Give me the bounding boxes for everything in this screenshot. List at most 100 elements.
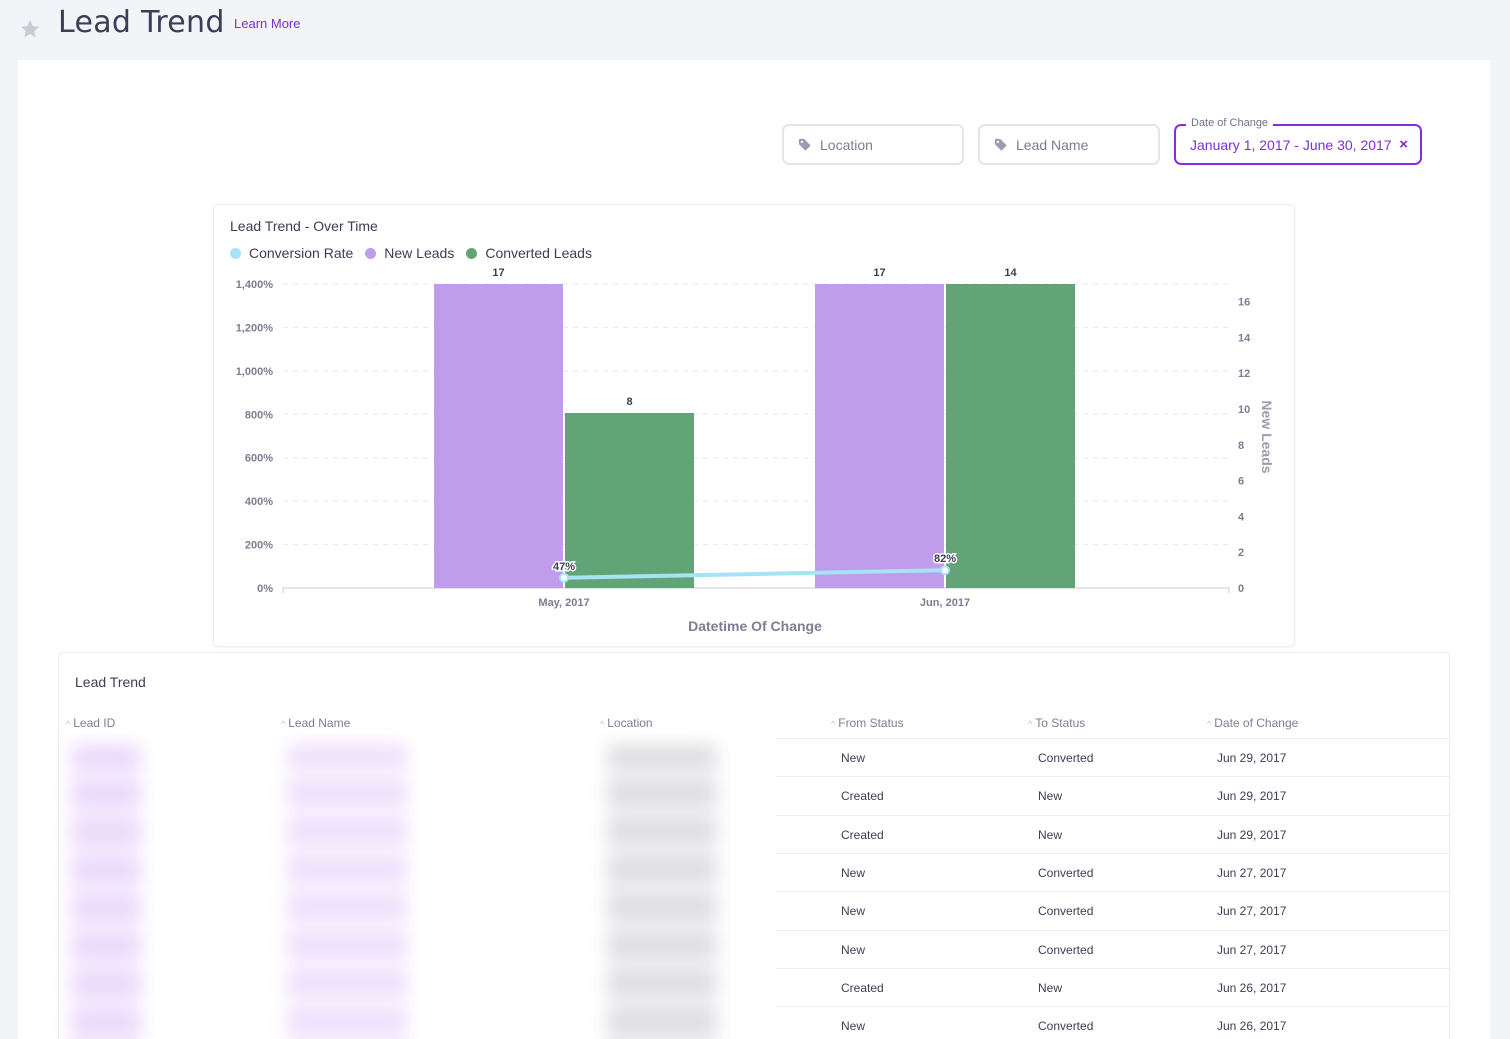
date-of-change-filter[interactable]: Date of Change January 1, 2017 - June 30… [1174,117,1422,165]
legend-item-converted-leads[interactable]: Converted Leads [466,245,592,261]
table-cell-from: New [841,1019,866,1034]
column-header-to-status[interactable]: ^ To Status [1028,716,1086,730]
redacted-location-column [607,745,717,1039]
column-header-date-of-change[interactable]: ^ Date of Change [1207,716,1299,730]
column-header-location[interactable]: ^ Location [600,716,653,730]
left-axis-tick-label: 1,200% [236,322,274,334]
left-axis-tick-label: 1,000% [236,366,274,378]
left-axis-tick-label: 200% [245,540,273,552]
left-axis-tick-label: 1,400% [236,279,274,291]
table-cell-from: New [841,904,866,919]
right-axis-tick-label: 2 [1238,547,1244,559]
table-cell-date: Jun 29, 2017 [1217,827,1287,842]
sort-caret-icon: ^ [1207,719,1212,729]
sort-caret-icon: ^ [600,719,605,729]
legend-label: Converted Leads [485,245,592,261]
right-axis-tick-label: 10 [1238,404,1250,416]
bar-new-leads [434,284,563,588]
sort-caret-icon: ^ [1028,719,1033,729]
right-axis-tick-label: 4 [1238,511,1245,523]
bar-new-leads [815,284,944,588]
left-axis-tick-label: 800% [245,409,273,421]
table-cell-from: Created [841,980,884,995]
table-row[interactable]: New Converted Jun 29, 2017 [776,738,1450,776]
legend-dot-icon [466,247,478,259]
table-title: Lead Trend [75,674,146,690]
conversion-rate-point [940,565,950,576]
learn-more-link[interactable]: Learn More [234,16,301,31]
legend-label: Conversion Rate [249,245,354,261]
table-cell-to: Converted [1038,904,1094,919]
sort-caret-icon: ^ [66,719,71,729]
conversion-rate-label: 47% [553,561,575,573]
x-axis-label: Datetime Of Change [688,618,822,634]
column-header-from-status[interactable]: ^ From Status [831,716,904,730]
table-cell-from: Created [841,789,884,804]
table-row[interactable]: Created New Jun 29, 2017 [776,814,1450,853]
table-cell-date: Jun 26, 2017 [1217,980,1287,995]
table-cell-to: Converted [1038,751,1094,765]
tag-icon [994,138,1007,151]
chart-title: Lead Trend - Over Time [230,218,378,234]
table-row[interactable]: Created New Jun 29, 2017 [776,776,1450,814]
page-title: Lead Trend [58,5,225,40]
table-cell-from: New [841,865,866,880]
column-header-lead-id[interactable]: ^ Lead ID [66,716,116,730]
table-row[interactable]: New Converted Jun 27, 2017 [776,929,1450,968]
location-filter[interactable]: Location [782,124,964,165]
table-cell-to: New [1038,789,1063,804]
sort-caret-icon: ^ [281,719,286,729]
left-axis-tick-label: 400% [245,496,273,508]
bar-data-label: 17 [873,267,885,279]
x-axis-tick-label: May, 2017 [538,597,589,609]
bar-data-label: 8 [626,396,632,408]
table-cell-date: Jun 29, 2017 [1217,751,1287,765]
table-cell-from: New [841,942,866,957]
table-row[interactable]: New Converted Jun 27, 2017 [776,891,1450,929]
favorite-star-icon[interactable] [19,18,41,40]
legend-dot-icon [230,247,241,259]
redacted-lead-id-column [71,745,141,1039]
bar-converted-leads [946,284,1075,588]
table-cell-to: New [1038,980,1063,995]
right-axis-tick-label: 12 [1238,368,1250,380]
table-cell-date: Jun 29, 2017 [1217,789,1287,804]
lead-name-filter[interactable]: Lead Name [978,124,1160,165]
right-axis-tick-label: 8 [1238,440,1244,452]
conversion-rate-line [563,568,946,580]
legend-dot-icon [365,247,377,259]
table-cell-date: Jun 26, 2017 [1217,1019,1287,1034]
right-axis-tick-label: 6 [1238,476,1244,488]
table-row[interactable]: New Converted Jun 26, 2017 [776,1006,1450,1039]
bar-data-label: 14 [1004,267,1017,279]
table-cell-date: Jun 27, 2017 [1217,942,1287,957]
table-cell-to: Converted [1038,942,1094,957]
conversion-rate-label: 82% [934,553,956,565]
table-row[interactable]: New Converted Jun 27, 2017 [776,852,1450,891]
conversion-rate-point [559,572,569,583]
legend-item-conversion-rate[interactable]: Conversion Rate [230,245,353,261]
left-axis-tick-label: 0% [257,583,273,595]
table-cell-date: Jun 27, 2017 [1217,865,1287,880]
clear-date-icon[interactable]: × [1399,136,1408,153]
legend-label: New Leads [384,245,455,261]
table-cell-to: Converted [1038,865,1094,880]
table-cell-date: Jun 27, 2017 [1217,904,1287,919]
right-axis-tick-label: 16 [1238,297,1250,309]
redacted-lead-name-column [287,745,407,1039]
page-header: Lead Trend Learn More [0,0,1510,60]
right-axis-tick-label: 14 [1238,332,1251,344]
legend-item-new-leads[interactable]: New Leads [365,245,454,261]
table-cell-to: New [1038,827,1063,842]
lead-name-filter-placeholder: Lead Name [1016,137,1089,153]
right-axis-tick-label: 0 [1238,583,1244,595]
column-header-lead-name[interactable]: ^ Lead Name [281,716,351,730]
table-row[interactable]: Created New Jun 26, 2017 [776,967,1450,1006]
tag-icon [798,138,811,151]
table-cell-to: Converted [1038,1019,1094,1034]
sort-caret-icon: ^ [831,719,836,729]
chart-legend: Conversion Rate New Leads Converted Lead… [230,245,592,261]
bar-converted-leads [565,413,694,588]
x-axis-tick-label: Jun, 2017 [920,597,970,609]
date-filter-label: Date of Change [1186,117,1274,129]
